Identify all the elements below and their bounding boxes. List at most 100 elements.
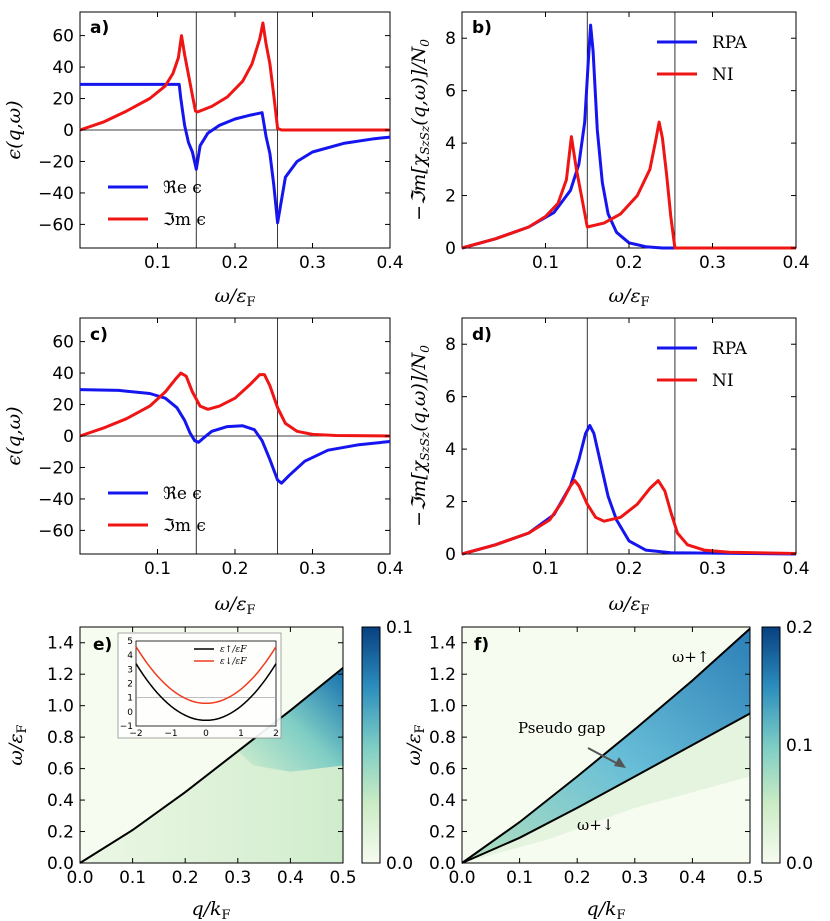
- y-tick-label: 1.2: [429, 665, 456, 685]
- x-tick-label: 0.3: [299, 253, 326, 273]
- y-tick-label: 2: [445, 187, 456, 207]
- x-tick-label: 0.4: [679, 868, 706, 888]
- heatmap-layer: [80, 667, 343, 863]
- x-tick-label: 0.4: [782, 253, 809, 273]
- y-tick-label: 4: [445, 440, 456, 460]
- colorbar-tick-max: 0.1: [386, 618, 413, 638]
- legend-label: RPA: [712, 339, 748, 359]
- lower-branch-curve: [461, 712, 751, 864]
- x-axis-label: ω/εF: [608, 593, 649, 618]
- x-tick-label: 0.1: [506, 868, 533, 888]
- y-tick-label: −60: [38, 215, 74, 235]
- y-tick-label: 0: [63, 427, 74, 447]
- x-axis-label: ω/εF: [608, 285, 649, 310]
- y-tick-label: 0.4: [429, 791, 456, 811]
- y-axis-label: −ℑm[χSzSz(q,ω)]/N0: [408, 39, 432, 221]
- panel-d: 0.1 0.2 0.3 0.4 8 6 4 2 0 RPA NI d) ω/εF −ℑm[χSzSz…: [408, 317, 810, 618]
- y-tick-label: 0.8: [429, 728, 456, 748]
- heatmap-lower-region: [462, 713, 750, 863]
- inset-y-tick: 4: [127, 651, 133, 661]
- upper-branch-label: ω+↑: [672, 648, 709, 666]
- y-tick-label: 1.4: [47, 634, 74, 654]
- x-tick-label: 0.2: [615, 253, 642, 273]
- x-tick-label: 0.5: [329, 868, 356, 888]
- y-tick-label: 2: [445, 493, 456, 513]
- y-tick-label: −20: [38, 152, 74, 172]
- panel-b: 0.1 0.2 0.3 0.4 8 6 4 2 0 RPA NI b) ω/εF −ℑm[χSzSz…: [408, 11, 810, 310]
- y-tick-label: 20: [52, 90, 74, 110]
- inset-x-tick: −1: [164, 729, 177, 739]
- panel-label: d): [472, 325, 492, 345]
- series-line-first: [80, 82, 391, 225]
- x-tick-label: 0.3: [621, 868, 648, 888]
- y-tick-label: −40: [38, 184, 74, 204]
- legend-label: ℜe ϵ: [163, 484, 202, 504]
- panel-label: f): [474, 635, 489, 655]
- x-tick-label: 0.2: [221, 253, 248, 273]
- y-tick-label: 0.6: [47, 760, 74, 780]
- legend-label: ℜe ϵ: [163, 178, 202, 198]
- y-tick-label: 0.8: [47, 728, 74, 748]
- inset-x-tick: 0: [203, 729, 209, 739]
- series-line-first: [461, 23, 796, 250]
- x-tick-label: 0.1: [144, 253, 171, 273]
- heatmap-continuum-region: [80, 667, 343, 863]
- panel-f: f) ω+↑ ω+↓ Pseudo gap q/kF ω/εF 0.2 0.1 …: [403, 618, 813, 921]
- x-tick-label: 0.1: [532, 559, 559, 579]
- legend-label: NI: [712, 371, 734, 391]
- x-tick-label: 0.2: [564, 868, 591, 888]
- colorbar-tick-min: 0.0: [386, 854, 413, 874]
- inset-dispersion-up: [135, 663, 277, 722]
- x-axis-label: q/kF: [191, 898, 230, 921]
- y-tick-label: 6: [445, 388, 456, 408]
- x-axis-label: q/kF: [586, 898, 625, 921]
- y-tick-label: 0.2: [429, 823, 456, 843]
- y-tick-label: 60: [52, 333, 74, 353]
- y-tick-label: 1.2: [47, 665, 74, 685]
- x-tick-label: 0.2: [172, 868, 199, 888]
- x-axis-label: ω/εF: [214, 285, 255, 310]
- y-axis-label: ϵ(q,ω): [3, 100, 25, 159]
- inset-axes: [135, 640, 277, 727]
- y-tick-label: 1.4: [429, 634, 456, 654]
- x-tick-label: 0.3: [224, 868, 251, 888]
- panel-label: b): [472, 18, 492, 38]
- heatmap-spectral-weight: [237, 667, 343, 772]
- heatmap-layer: [462, 628, 750, 863]
- series-layer: 0.1 0.2 0.3 0.4 8 6 4 2 0 RPA NI: [445, 318, 810, 579]
- x-tick-label: 0.4: [376, 559, 403, 579]
- x-tick-label: 0.1: [119, 868, 146, 888]
- y-tick-label: −40: [38, 490, 74, 510]
- series-line-second: [79, 371, 391, 438]
- tick-layer: 0.0 0.1 0.2 0.3 0.4 0.5 1.4 1.2 1.0 0.8 0.6 0.4 0.2 0…: [47, 627, 357, 888]
- pseudo-gap-label: Pseudo gap: [518, 719, 605, 737]
- inset-legend-label: ε↓/εF: [220, 657, 247, 667]
- pseudo-gap-arrow: [587, 747, 621, 766]
- legend: RPA NI: [657, 339, 748, 391]
- inset-y-tick: 1: [127, 694, 133, 704]
- x-tick-label: 0.2: [221, 559, 248, 579]
- series-line-first: [79, 388, 391, 485]
- legend-label: NI: [712, 65, 734, 85]
- inset-y-tick: 3: [127, 665, 133, 675]
- lower-branch-label: ω+↓: [577, 816, 614, 834]
- panel-label: e): [93, 635, 112, 655]
- y-axis-label: ω/εF: [5, 724, 30, 765]
- x-tick-label: 0.0: [66, 868, 93, 888]
- y-tick-label: 0.4: [47, 791, 74, 811]
- x-tick-label: 0.5: [736, 868, 763, 888]
- axes-frame: [79, 626, 344, 864]
- boundary-curve: [79, 667, 344, 864]
- series-layer: 0.1 0.2 0.3 0.4 60 40 20 0 −20 −40 −60 ℜe ϵ ℑm ϵ: [38, 12, 404, 273]
- y-tick-label: 0.6: [429, 760, 456, 780]
- colorbar: [361, 626, 381, 864]
- y-tick-label: 40: [52, 364, 74, 384]
- colorbar-tick-max: 0.2: [786, 618, 813, 638]
- inset-y-tick: 0: [127, 708, 133, 718]
- legend: RPA NI: [657, 33, 748, 85]
- x-tick-label: 0.3: [299, 559, 326, 579]
- y-tick-label: 0.2: [47, 823, 74, 843]
